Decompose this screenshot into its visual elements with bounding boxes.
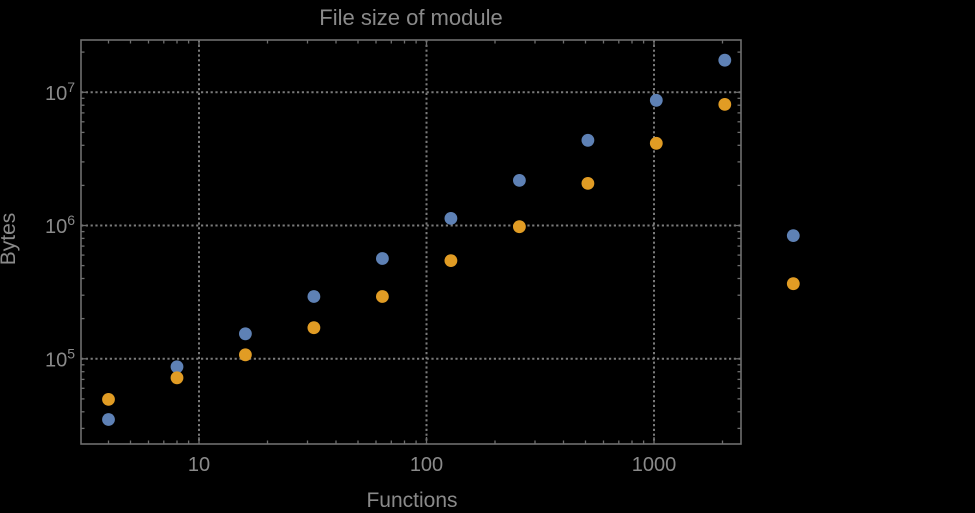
- axis-ticks: [81, 40, 741, 444]
- x-axis-label: Functions: [366, 489, 457, 512]
- data-point-series-2-orange: [786, 277, 800, 291]
- data-point-series-1-blue: [170, 360, 184, 374]
- data-point-series-2-orange: [102, 393, 115, 406]
- y-tick-label: 105: [45, 345, 75, 371]
- data-points: [102, 53, 800, 426]
- plot-frame: [80, 39, 742, 445]
- x-tick-label: 1000: [632, 454, 677, 476]
- data-point-series-2-orange: [581, 177, 595, 190]
- data-point-series-1-blue: [444, 212, 458, 225]
- data-point-series-1-blue: [718, 53, 732, 67]
- data-point-series-1-blue: [786, 229, 800, 243]
- y-tick-labels: 105 106 107: [45, 79, 75, 371]
- gridlines: [81, 40, 741, 444]
- y-tick-label: 106: [45, 212, 75, 238]
- data-point-series-2-orange: [649, 136, 663, 150]
- data-point-series-2-orange: [513, 220, 526, 234]
- x-tick-labels: 10 100 1000: [188, 454, 676, 476]
- x-tick-label: 100: [410, 454, 443, 476]
- chart-title: File size of module: [319, 5, 502, 30]
- data-point-series-1-blue: [581, 133, 595, 147]
- data-point-series-1-blue: [513, 174, 526, 187]
- data-point-series-2-orange: [376, 290, 389, 303]
- data-point-series-2-orange: [239, 348, 252, 362]
- data-point-series-1-blue: [239, 327, 252, 341]
- x-tick-label: 10: [188, 454, 210, 476]
- data-point-series-2-orange: [444, 254, 458, 267]
- data-point-series-1-blue: [376, 252, 389, 265]
- data-point-series-2-orange: [307, 321, 321, 335]
- data-point-series-1-blue: [102, 413, 115, 426]
- frame-rect: [80, 39, 742, 445]
- data-point-series-1-blue: [649, 93, 663, 107]
- y-axis-label: Bytes: [0, 213, 20, 266]
- data-point-series-1-blue: [307, 290, 321, 303]
- data-point-series-2-orange: [718, 98, 732, 111]
- data-point-series-2-orange: [170, 371, 184, 385]
- y-tick-label: 107: [45, 79, 75, 105]
